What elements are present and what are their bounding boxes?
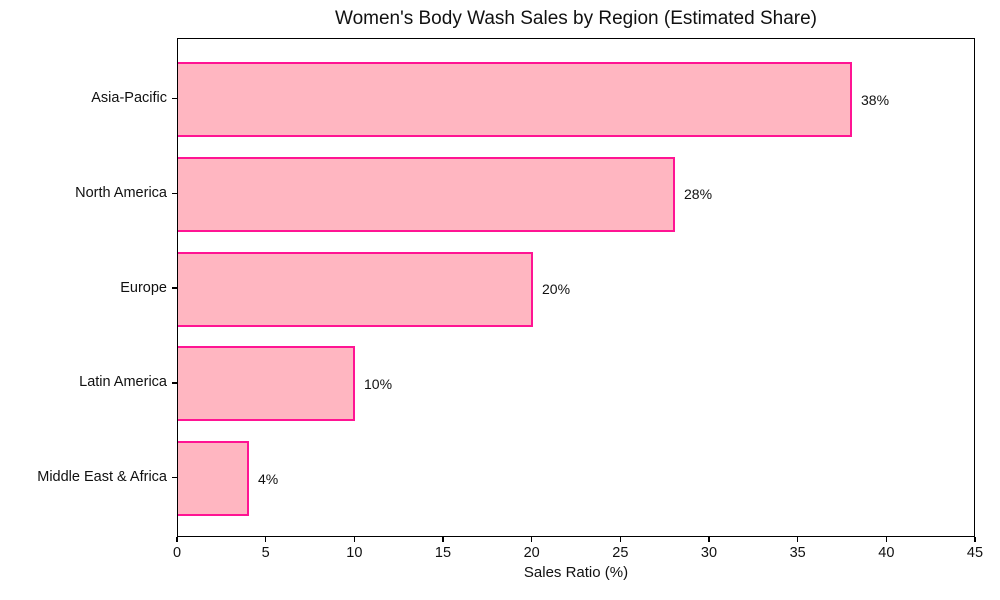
bar-value-label: 38% (861, 91, 890, 108)
x-tick-label: 30 (700, 545, 718, 561)
x-axis-label: Sales Ratio (%) (523, 564, 629, 581)
x-tick-label: 0 (172, 545, 182, 561)
x-tick-mark (176, 537, 178, 542)
x-tick-label: 15 (434, 545, 452, 561)
bar-value-label: 28% (684, 186, 713, 203)
x-tick-mark (353, 537, 356, 542)
bar-value-label: 20% (542, 281, 571, 297)
bar-asia-pacific (178, 62, 852, 137)
y-tick-mark (172, 287, 177, 289)
y-tick-mark (172, 97, 177, 100)
bar-north-america (178, 156, 675, 232)
bar-europe (178, 251, 533, 327)
y-tick-label: Middle East & Africa (37, 469, 167, 485)
y-tick-label: Europe (120, 279, 167, 296)
y-tick-mark (172, 382, 177, 384)
x-tick-label: 45 (966, 545, 984, 561)
bar-value-label: 4% (258, 470, 279, 487)
y-tick-mark (172, 192, 177, 194)
x-tick-label: 10 (346, 545, 363, 561)
x-tick-mark (708, 537, 710, 542)
x-tick-label: 40 (878, 545, 895, 561)
bar-latin-america (178, 346, 355, 422)
y-tick-label: Latin America (79, 374, 167, 391)
x-tick-mark (619, 537, 622, 542)
plot-area: 38% 28% 20% 10% 4% (177, 38, 975, 537)
y-tick-label: Asia-Pacific (91, 90, 167, 106)
x-tick-label: 20 (523, 545, 540, 561)
x-tick-mark (885, 537, 888, 542)
x-tick-label: 35 (789, 545, 806, 561)
x-tick-mark (442, 537, 444, 542)
x-tick-mark (796, 537, 799, 542)
x-tick-mark (974, 537, 976, 542)
y-tick-mark (172, 476, 177, 479)
x-tick-label: 25 (612, 545, 629, 561)
bar-middle-east-africa (178, 441, 249, 516)
x-tick-label: 5 (261, 545, 270, 561)
x-tick-mark (264, 537, 267, 542)
y-tick-label: North America (75, 184, 167, 201)
bar-value-label: 10% (364, 375, 393, 392)
x-tick-mark (530, 537, 533, 542)
chart-title: Women's Body Wash Sales by Region (Estim… (334, 8, 817, 29)
